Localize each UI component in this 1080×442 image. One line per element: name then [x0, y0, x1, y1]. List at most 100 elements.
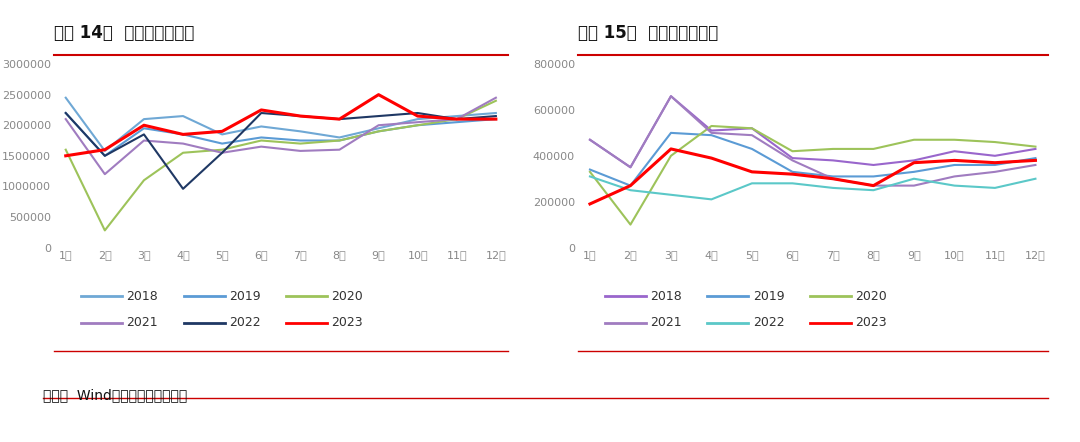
2020 [450, 116, 463, 122]
Text: 2022: 2022 [753, 316, 784, 329]
2018 [745, 126, 758, 131]
2020 [907, 137, 920, 142]
2021 [98, 171, 111, 177]
2018 [489, 110, 502, 116]
2023 [907, 160, 920, 165]
2023 [411, 114, 424, 119]
2021 [176, 141, 189, 146]
Line: 2019: 2019 [66, 113, 496, 156]
2021 [411, 119, 424, 125]
Text: 来源：  Wind，广金期货研究中心: 来源： Wind，广金期货研究中心 [43, 388, 188, 402]
2020 [176, 150, 189, 156]
2018 [664, 94, 677, 99]
2023 [988, 160, 1001, 165]
2019 [59, 110, 72, 116]
2023 [333, 116, 346, 122]
2019 [411, 122, 424, 128]
2019 [988, 162, 1001, 168]
2023 [59, 153, 72, 158]
2023 [1029, 158, 1042, 163]
2019 [255, 135, 268, 140]
2023 [624, 183, 637, 188]
Text: 2023: 2023 [855, 316, 887, 329]
2019 [867, 174, 880, 179]
2022 [216, 150, 229, 156]
2023 [948, 158, 961, 163]
Line: 2021: 2021 [66, 98, 496, 174]
2018 [333, 135, 346, 140]
2022 [373, 114, 386, 119]
2022 [826, 185, 839, 191]
2023 [255, 107, 268, 113]
2022 [988, 185, 1001, 191]
2019 [333, 138, 346, 143]
Text: 2020: 2020 [855, 290, 887, 303]
2021 [489, 95, 502, 100]
2023 [98, 147, 111, 152]
2022 [624, 187, 637, 193]
2018 [907, 158, 920, 163]
2019 [948, 162, 961, 168]
2019 [705, 133, 718, 138]
2020 [826, 146, 839, 152]
2018 [98, 148, 111, 153]
2018 [59, 95, 72, 100]
2020 [373, 129, 386, 134]
2021 [948, 174, 961, 179]
Line: 2020: 2020 [590, 126, 1036, 225]
2018 [786, 156, 799, 161]
2022 [1029, 176, 1042, 181]
2023 [583, 201, 596, 206]
2019 [216, 141, 229, 146]
2021 [333, 147, 346, 152]
Line: 2021: 2021 [590, 96, 1036, 186]
2019 [583, 167, 596, 172]
2018 [411, 116, 424, 122]
Line: 2022: 2022 [590, 176, 1036, 199]
Line: 2019: 2019 [590, 133, 1036, 186]
2020 [137, 178, 150, 183]
2019 [176, 132, 189, 137]
2018 [705, 128, 718, 133]
2022 [137, 132, 150, 137]
2020 [1029, 144, 1042, 149]
2022 [907, 176, 920, 181]
Line: 2018: 2018 [66, 98, 496, 151]
2021 [786, 158, 799, 163]
2021 [294, 148, 307, 153]
Text: 2021: 2021 [126, 316, 158, 329]
2021 [373, 122, 386, 128]
2021 [255, 144, 268, 149]
2020 [624, 222, 637, 227]
2018 [1029, 146, 1042, 152]
2018 [216, 132, 229, 137]
2022 [333, 116, 346, 122]
2021 [624, 164, 637, 170]
Text: 2019: 2019 [229, 290, 260, 303]
2019 [826, 174, 839, 179]
2021 [988, 169, 1001, 175]
2019 [664, 130, 677, 136]
2023 [745, 169, 758, 175]
2018 [948, 149, 961, 154]
Text: 2020: 2020 [332, 290, 363, 303]
2023 [867, 183, 880, 188]
2018 [176, 114, 189, 119]
2023 [450, 116, 463, 122]
2020 [294, 141, 307, 146]
2020 [583, 169, 596, 175]
2022 [59, 110, 72, 116]
2023 [373, 92, 386, 97]
2021 [1029, 162, 1042, 168]
2021 [664, 94, 677, 99]
2021 [867, 183, 880, 188]
2018 [583, 137, 596, 142]
Text: 2021: 2021 [650, 316, 681, 329]
Text: 2018: 2018 [650, 290, 681, 303]
2022 [98, 153, 111, 158]
2018 [255, 124, 268, 129]
2019 [745, 146, 758, 152]
2023 [137, 122, 150, 128]
2023 [826, 176, 839, 181]
2022 [664, 192, 677, 198]
